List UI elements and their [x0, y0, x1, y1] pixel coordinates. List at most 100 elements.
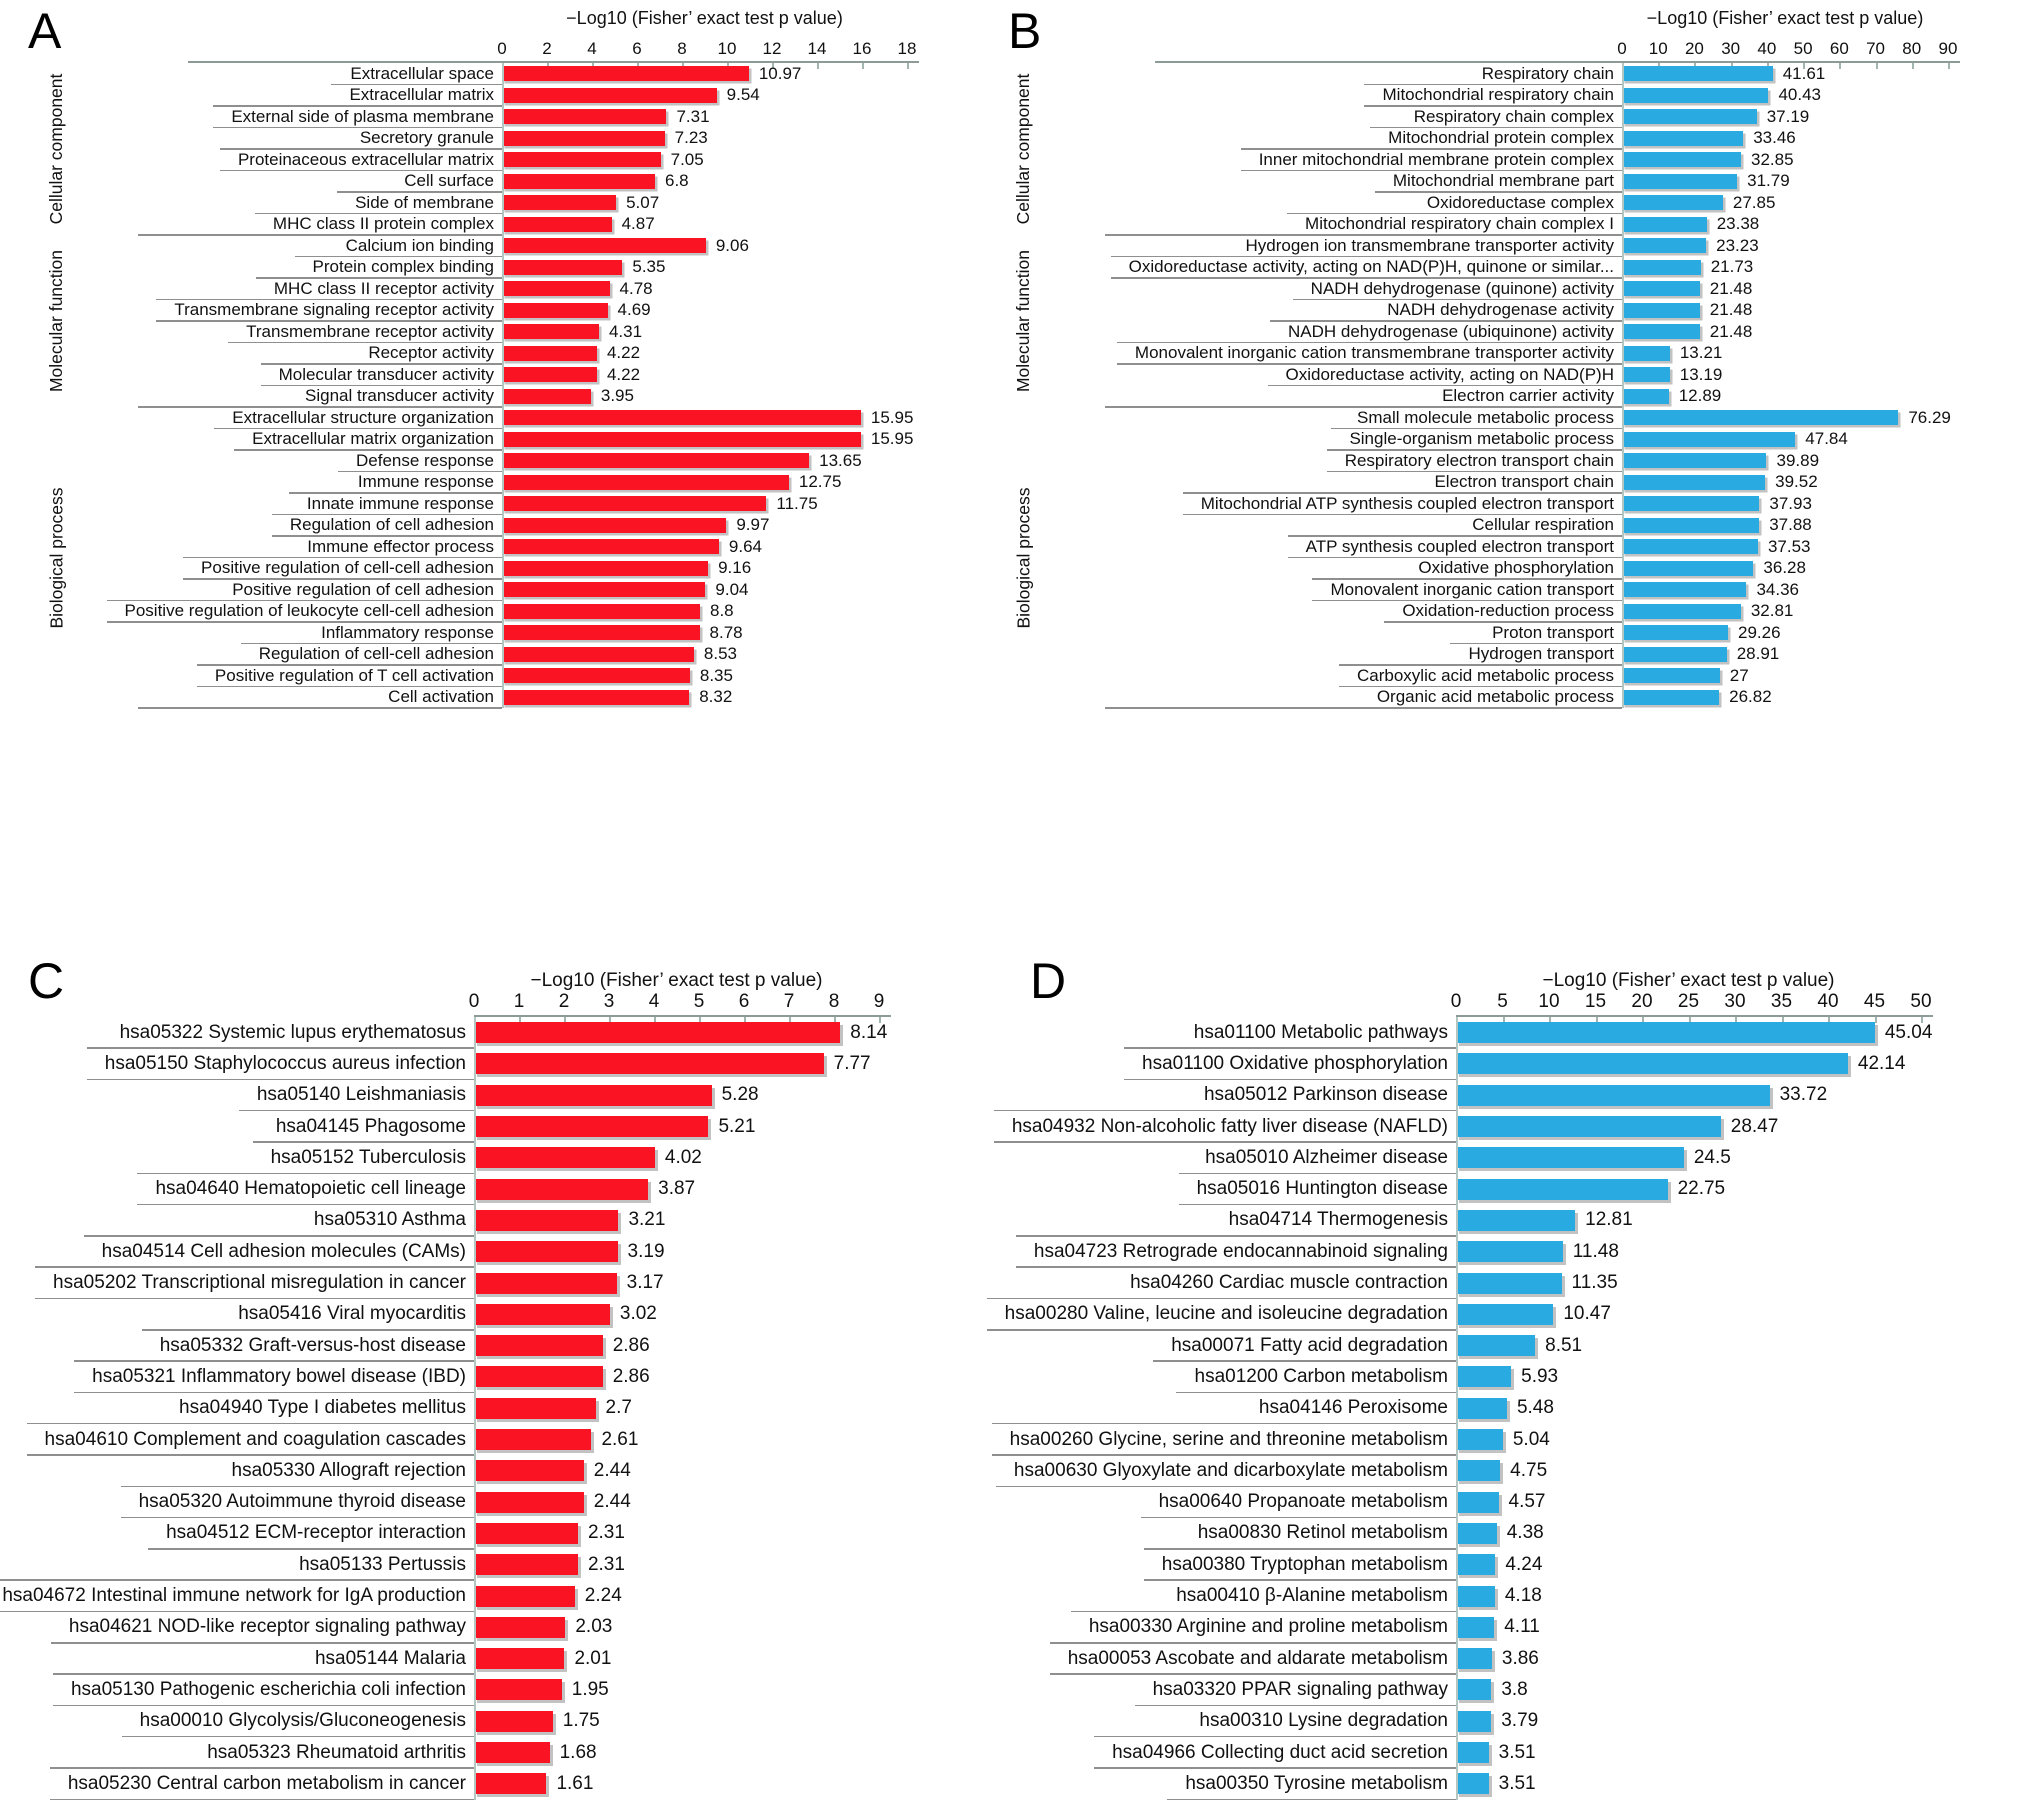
bar [1622, 216, 1707, 232]
row-separator [1287, 212, 1622, 215]
row-separator [74, 1391, 474, 1394]
bar [474, 1366, 603, 1388]
category-label: Respiratory chain complex [1413, 106, 1614, 126]
category-label-cell: Hydrogen transport [1057, 644, 1622, 666]
bar [502, 517, 727, 533]
x-axis-line [1456, 1015, 1933, 1017]
category-label: ATP synthesis coupled electron transport [1305, 536, 1614, 556]
row-separator [0, 1610, 474, 1613]
row-separator [1105, 406, 1622, 408]
category-label: hsa00830 Retinol metabolism [1197, 1522, 1448, 1544]
x-axis-tick-label: 15 [1584, 991, 1607, 1012]
row-separator [107, 621, 502, 623]
x-axis-tick-label: 20 [1684, 39, 1704, 58]
panel-a-letter: A [28, 3, 62, 59]
bar-value-label: 2.31 [587, 1553, 625, 1575]
category-label-cell: NADH dehydrogenase (ubiquinone) activity [1057, 321, 1622, 343]
bar [1622, 431, 1796, 447]
category-label-cell: Innate immune response [90, 493, 502, 515]
category-label: hsa00640 Propanoate metabolism [1158, 1491, 1448, 1513]
row-separator [1384, 621, 1622, 623]
bar [1622, 109, 1757, 125]
row-separator [84, 1235, 474, 1237]
bar [502, 410, 861, 426]
bar-row: hsa04145 Phagosome 5.21 [29, 1111, 964, 1142]
bar [474, 1554, 578, 1576]
row-separator [1270, 320, 1622, 322]
category-label-cell: Oxidoreductase activity, acting on NAD(P… [1057, 364, 1622, 386]
x-axis-header: −Log10 (Fisher’ exact test p value) 0 2 4 6… [38, 6, 1002, 69]
category-label: Calcium ion binding [345, 235, 494, 255]
row-separator [987, 1329, 1456, 1331]
bar-value-label: 5.07 [626, 192, 660, 212]
bar-row: hsa00280 Valine, leucine and isoleucine … [1005, 1299, 2011, 1330]
bar [1622, 238, 1707, 254]
bar-row: Oxidative phosphorylation 36.28 [1005, 558, 2032, 580]
bar-value-label: 47.84 [1805, 429, 1848, 449]
bar [1456, 1084, 1770, 1106]
category-label-cell: hsa04621 NOD-like receptor signaling pat… [29, 1612, 474, 1643]
row-separator [53, 1704, 474, 1707]
bar-value-label: 10.47 [1563, 1303, 1611, 1325]
bar-value-label: 28.91 [1736, 644, 1780, 664]
category-label-cell: hsa00053 Ascobate and aldarate metabolis… [1026, 1643, 1456, 1674]
bar-row: Inner mitochondrial membrane protein com… [1005, 149, 2032, 171]
bar-row: hsa04714 Thermogenesis 12.81 [1026, 1205, 2011, 1236]
bar-row: hsa03320 PPAR signaling pathway 3.8 [1026, 1674, 2011, 1705]
category-label: Carboxylic acid metabolic process [1357, 665, 1614, 685]
bar [1622, 152, 1741, 168]
category-label: Electron transport chain [1434, 472, 1614, 492]
x-axis-tick-label: 45 [1863, 991, 1886, 1012]
bar [474, 1429, 592, 1451]
category-label-cell: hsa00380 Tryptophan metabolism [1026, 1549, 1456, 1580]
bar-value-label: 6.8 [665, 171, 689, 191]
row-separator [35, 1297, 474, 1300]
x-axis-tick-label: 35 [1770, 991, 1793, 1012]
category-label-cell: hsa05323 Rheumatoid arthritis [29, 1737, 474, 1768]
category-label: hsa05322 Systemic lupus erythematosus [119, 1021, 466, 1043]
bar [1456, 1241, 1563, 1263]
row-separator [992, 1422, 1456, 1425]
bar [1622, 87, 1769, 103]
row-separator [50, 1798, 474, 1801]
x-axis-tick-label: 50 [1793, 39, 1813, 58]
row-separator [987, 1297, 1456, 1300]
bar-value-label: 11.48 [1572, 1240, 1619, 1262]
row-separator [337, 191, 502, 193]
panel-b-letter: B [1008, 3, 1042, 59]
row-separator [261, 363, 502, 365]
category-label-cell: hsa05140 Leishmaniasis [29, 1080, 474, 1111]
bar [1456, 1147, 1684, 1169]
bar-row: hsa00410 β-Alanine metabolism 4.18 [1026, 1580, 2011, 1611]
bar-value-label: 21.48 [1709, 300, 1753, 320]
category-label-cell: Electron carrier activity [1057, 386, 1622, 408]
row-separator [138, 406, 502, 408]
category-label-cell: hsa00830 Retinol metabolism [1026, 1518, 1456, 1549]
row-separator [1331, 427, 1622, 430]
category-label-cell: Cellular respiration [1057, 515, 1622, 537]
category-label: hsa00350 Tyrosine metabolism [1185, 1772, 1448, 1794]
bar [1622, 195, 1723, 211]
bar-value-label: 8.35 [699, 665, 733, 685]
x-axis-tick-mark [789, 1017, 791, 1023]
bar-value-label: 24.5 [1693, 1146, 1731, 1168]
row-separator [1105, 234, 1622, 236]
bar-row: hsa00350 Tyrosine metabolism 3.51 [1026, 1768, 2011, 1799]
category-label-cell: hsa05016 Huntington disease [1026, 1174, 1456, 1205]
bar [502, 646, 694, 662]
x-axis-tick-label: 9 [873, 991, 885, 1012]
bar-value-label: 3.02 [619, 1303, 657, 1325]
category-label: hsa04940 Type I diabetes mellitus [179, 1397, 466, 1419]
row-separator [1241, 169, 1622, 172]
bar-value-label: 2.7 [605, 1397, 632, 1419]
category-label: hsa05152 Tuberculosis [270, 1146, 466, 1168]
bar [1456, 1178, 1668, 1200]
bar-value-label: 4.38 [1506, 1522, 1544, 1544]
x-axis-tick-mark [637, 63, 639, 69]
panel-a-chart: −Log10 (Fisher’ exact test p value) 0 2 4 6… [38, 6, 1002, 709]
bar-value-label: 37.93 [1769, 493, 1812, 513]
category-label-cell: hsa05010 Alzheimer disease [1026, 1142, 1456, 1173]
x-axis-tick-label: 90 [1938, 39, 1958, 58]
bar-row: hsa00053 Ascobate and aldarate metabolis… [1026, 1643, 2011, 1674]
bar-row: Positive regulation of cell-cell adhesio… [38, 558, 1002, 580]
